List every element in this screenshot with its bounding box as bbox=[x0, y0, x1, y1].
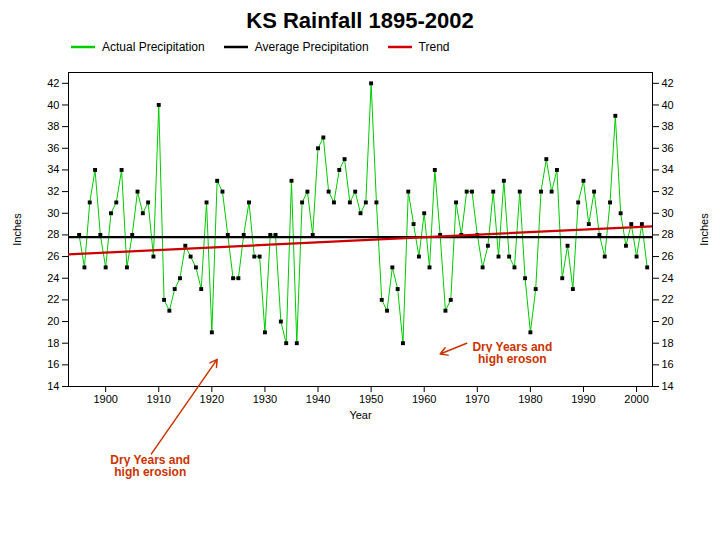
svg-text:1980: 1980 bbox=[518, 393, 542, 405]
svg-text:26: 26 bbox=[47, 250, 59, 262]
svg-text:1920: 1920 bbox=[200, 393, 224, 405]
html-text:Average Precipitation: Average Precipitation bbox=[254, 40, 369, 54]
svg-text:38: 38 bbox=[662, 120, 674, 132]
svg-text:40: 40 bbox=[47, 99, 59, 111]
svg-text:22: 22 bbox=[662, 293, 674, 305]
svg-text:1940: 1940 bbox=[306, 393, 330, 405]
svg-text:20: 20 bbox=[662, 315, 674, 327]
html-text:Actual Precipitation: Actual Precipitation bbox=[102, 40, 205, 54]
svg-text:30: 30 bbox=[662, 207, 674, 219]
svg-text:26: 26 bbox=[662, 250, 674, 262]
svg-text:1990: 1990 bbox=[571, 393, 595, 405]
svg-text:18: 18 bbox=[662, 337, 674, 349]
svg-text:34: 34 bbox=[47, 163, 59, 175]
svg-text:32: 32 bbox=[662, 185, 674, 197]
svg-text:14: 14 bbox=[47, 380, 59, 392]
svg-text:Year: Year bbox=[349, 409, 372, 421]
svg-text:16: 16 bbox=[47, 358, 59, 370]
svg-text:28: 28 bbox=[662, 228, 674, 240]
svg-text:28: 28 bbox=[47, 228, 59, 240]
svg-text:Inches: Inches bbox=[11, 213, 23, 246]
svg-text:2000: 2000 bbox=[624, 393, 648, 405]
svg-text:1970: 1970 bbox=[465, 393, 489, 405]
svg-text:1910: 1910 bbox=[147, 393, 171, 405]
svg-text:36: 36 bbox=[662, 142, 674, 154]
svg-text:38: 38 bbox=[47, 120, 59, 132]
svg-text:42: 42 bbox=[47, 77, 59, 89]
html-text:KS Rainfall 1895-2002: KS Rainfall 1895-2002 bbox=[246, 8, 474, 33]
svg-text:1900: 1900 bbox=[93, 393, 117, 405]
html-text:Trend: Trend bbox=[418, 40, 450, 54]
svg-text:40: 40 bbox=[662, 99, 674, 111]
svg-text:1930: 1930 bbox=[253, 393, 277, 405]
svg-text:32: 32 bbox=[47, 185, 59, 197]
svg-text:34: 34 bbox=[662, 163, 674, 175]
svg-text:Dry Years andhigh erosion: Dry Years andhigh erosion bbox=[110, 453, 190, 479]
svg-text:Dry Years andhigh eroson: Dry Years andhigh eroson bbox=[472, 340, 552, 366]
svg-text:22: 22 bbox=[47, 293, 59, 305]
svg-text:18: 18 bbox=[47, 337, 59, 349]
svg-text:36: 36 bbox=[47, 142, 59, 154]
svg-text:14: 14 bbox=[662, 380, 674, 392]
svg-text:20: 20 bbox=[47, 315, 59, 327]
svg-text:24: 24 bbox=[662, 272, 674, 284]
svg-text:24: 24 bbox=[47, 272, 59, 284]
svg-text:Inches: Inches bbox=[698, 213, 710, 246]
svg-text:16: 16 bbox=[662, 358, 674, 370]
svg-text:30: 30 bbox=[47, 207, 59, 219]
svg-text:1950: 1950 bbox=[359, 393, 383, 405]
svg-text:42: 42 bbox=[662, 77, 674, 89]
svg-text:1960: 1960 bbox=[412, 393, 436, 405]
